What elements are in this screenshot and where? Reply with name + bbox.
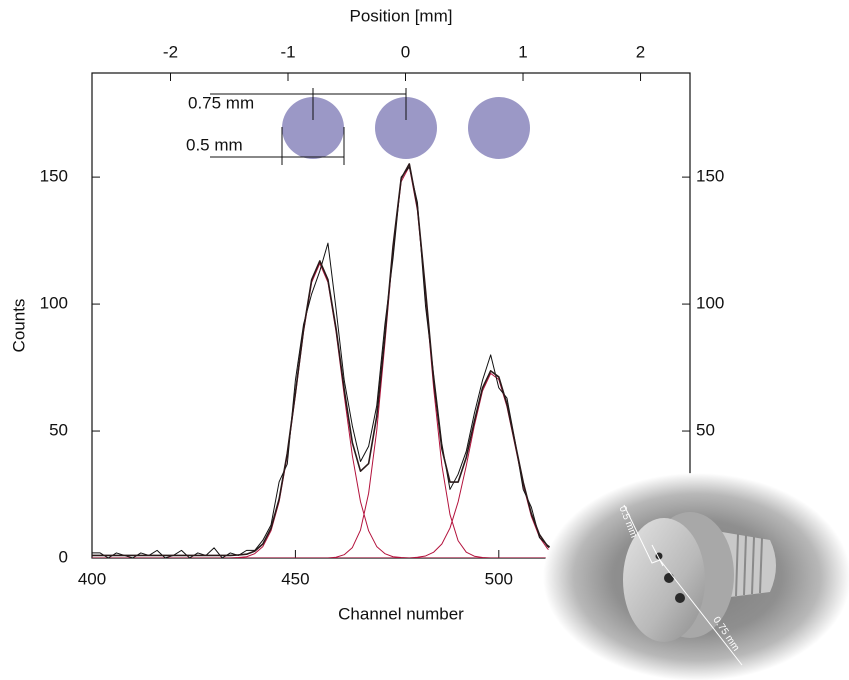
threads bbox=[735, 533, 763, 597]
x2-tick-label: 2 bbox=[636, 42, 645, 61]
photo-hole bbox=[664, 573, 674, 583]
photo-dimension-lines bbox=[623, 504, 743, 666]
x2-tick-label: -2 bbox=[163, 42, 178, 61]
y-tick-label: 0 bbox=[59, 547, 68, 566]
x-tick-label: 450 bbox=[281, 569, 309, 588]
data-line bbox=[92, 163, 686, 557]
plot-layer: 400 450 500 -2 -1 0 1 2 0 50 100 150 50 100 150 Channel… bbox=[9, 6, 724, 623]
x-axis-title: Channel number bbox=[338, 604, 464, 623]
x-tick-label: 400 bbox=[78, 569, 106, 588]
y-tick-label: 100 bbox=[40, 294, 68, 313]
y2-tick-label: 150 bbox=[696, 167, 724, 186]
y-tick-label: 150 bbox=[40, 167, 68, 186]
photo-hole bbox=[675, 593, 685, 603]
hole bbox=[468, 97, 530, 159]
x2-tick-label: 1 bbox=[518, 42, 527, 61]
hole-sketch: 0.75 mm 0.5 mm bbox=[186, 88, 530, 165]
y-tick-label: 50 bbox=[49, 421, 68, 440]
data-line bbox=[92, 262, 686, 558]
x-tick-label: 500 bbox=[485, 569, 513, 588]
annotation: 0.75 mm bbox=[188, 93, 254, 112]
dimension-lines bbox=[210, 88, 407, 165]
y2-tick-label: 50 bbox=[696, 421, 715, 440]
hole bbox=[282, 97, 344, 159]
hole bbox=[375, 97, 437, 159]
x2-tick-label: -1 bbox=[280, 42, 295, 61]
x2-tick-label: 0 bbox=[401, 42, 410, 61]
annotation: 0.5 mm bbox=[186, 135, 243, 154]
x2-axis-title: Position [mm] bbox=[350, 6, 453, 25]
y2-tick-label: 100 bbox=[696, 294, 724, 313]
y-axis-title: Counts bbox=[9, 299, 28, 353]
photo-inset: 0.5 mm 0.75 mm bbox=[543, 473, 849, 680]
body-face bbox=[623, 518, 705, 642]
